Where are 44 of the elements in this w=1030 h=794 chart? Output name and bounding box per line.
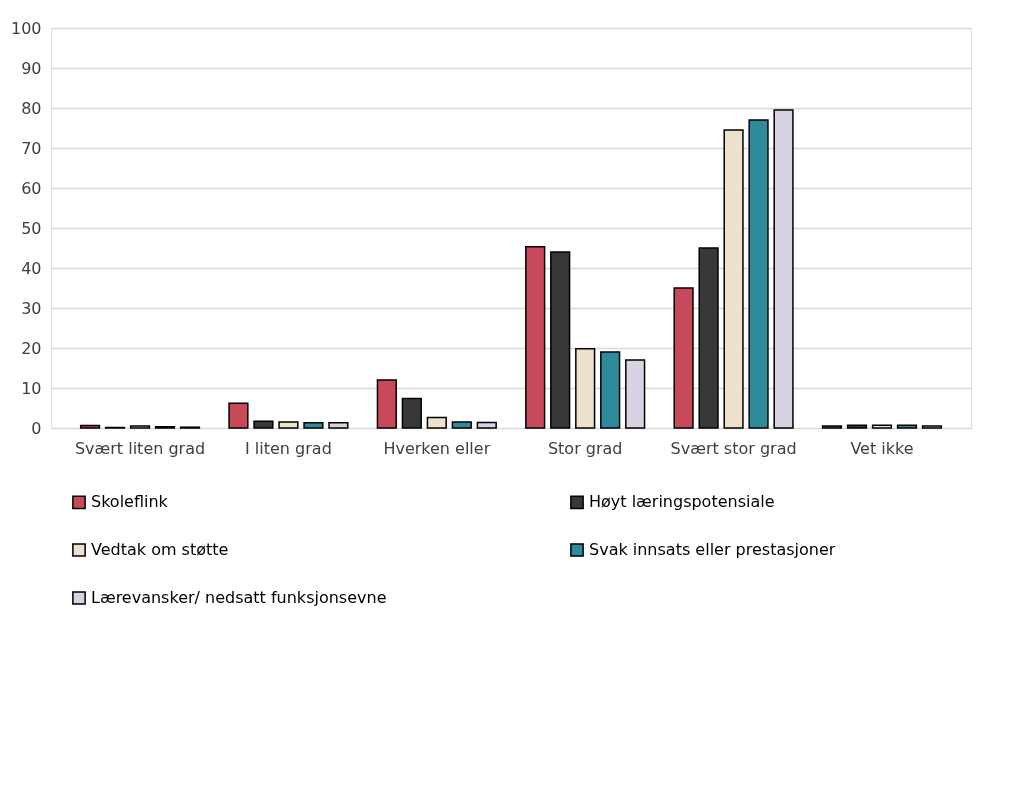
x-tick-label: Svært stor grad xyxy=(670,438,797,458)
legend-label: Lærevansker/ nedsatt funksjonsevne xyxy=(91,588,387,607)
bar xyxy=(278,421,299,429)
y-tick-label: 80 xyxy=(21,98,42,118)
bar xyxy=(129,425,151,429)
bar xyxy=(550,251,571,429)
y-tick-label: 90 xyxy=(21,58,42,78)
legend-label: Skoleflink xyxy=(91,492,169,512)
bar xyxy=(698,247,719,429)
bar xyxy=(600,351,621,429)
bar xyxy=(426,416,447,429)
y-tick-label: 50 xyxy=(21,218,42,238)
legend-label: Høyt læringspotensiale xyxy=(589,492,775,512)
y-tick-label: 30 xyxy=(21,298,42,318)
bar xyxy=(846,424,868,429)
bar xyxy=(748,119,769,429)
legend-label: Vedtak om støtte xyxy=(91,540,229,559)
bar xyxy=(871,424,893,429)
y-tick-label: 10 xyxy=(21,378,42,398)
x-tick-label: Svært liten grad xyxy=(74,438,206,458)
bar xyxy=(451,421,472,429)
bar xyxy=(303,422,324,429)
y-tick-label: 0 xyxy=(31,418,42,438)
x-tick-label: Hverken eller xyxy=(383,438,491,458)
y-tick-label: 60 xyxy=(21,178,42,198)
legend-label: Svak innsats eller prestasjoner xyxy=(589,540,836,559)
bar xyxy=(723,129,744,429)
y-tick-label: 20 xyxy=(21,338,42,358)
bar xyxy=(673,287,694,429)
y-tick-label: 100 xyxy=(10,18,42,38)
bar xyxy=(376,379,397,429)
bar xyxy=(575,348,596,429)
x-tick-label: Vet ikke xyxy=(850,438,914,458)
bar xyxy=(253,420,274,429)
bar xyxy=(896,424,918,429)
bar xyxy=(401,397,422,429)
x-tick-label: Stor grad xyxy=(547,438,623,458)
bar xyxy=(821,425,843,429)
bar xyxy=(228,402,249,429)
bar xyxy=(79,424,101,429)
bar xyxy=(525,246,546,429)
x-tick-label: I liten grad xyxy=(245,438,332,458)
y-tick-label: 40 xyxy=(21,258,42,278)
y-tick-label: 70 xyxy=(21,138,42,158)
